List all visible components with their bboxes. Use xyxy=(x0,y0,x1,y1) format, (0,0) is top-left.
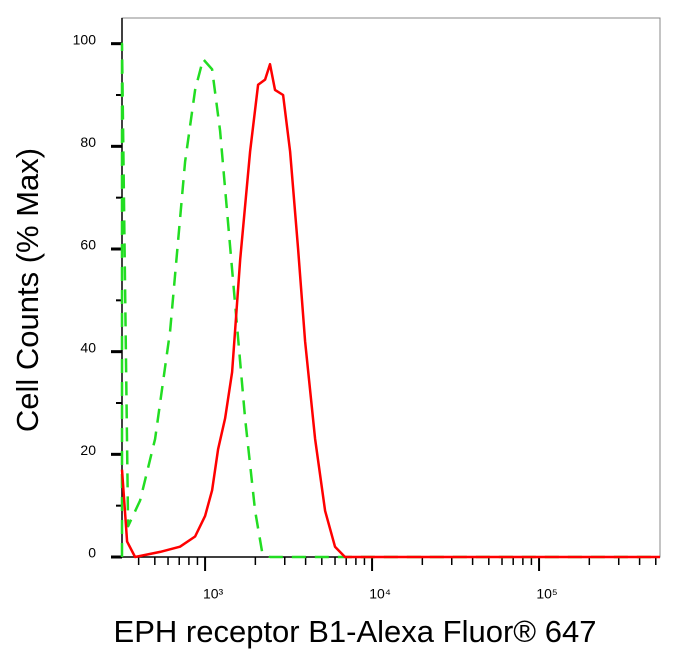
y-tick-label: 40 xyxy=(80,339,96,355)
series-line xyxy=(120,42,660,559)
y-tick-label: 20 xyxy=(80,442,96,458)
y-tick-label: 60 xyxy=(80,237,96,253)
x-tick-label: 10³ xyxy=(203,586,224,602)
x-tick-label: 10⁵ xyxy=(536,586,557,602)
x-axis-label: EPH receptor B1-Alexa Fluor® 647 xyxy=(114,614,597,649)
plot-frame xyxy=(121,17,661,558)
y-tick-label: 80 xyxy=(80,134,96,150)
y-tick-label: 0 xyxy=(88,545,96,561)
x-tick-label: 10⁴ xyxy=(369,586,391,602)
y-axis-label: Cell Counts (% Max) xyxy=(10,148,45,432)
y-tick-label: 100 xyxy=(73,31,97,47)
series-line xyxy=(120,62,660,559)
